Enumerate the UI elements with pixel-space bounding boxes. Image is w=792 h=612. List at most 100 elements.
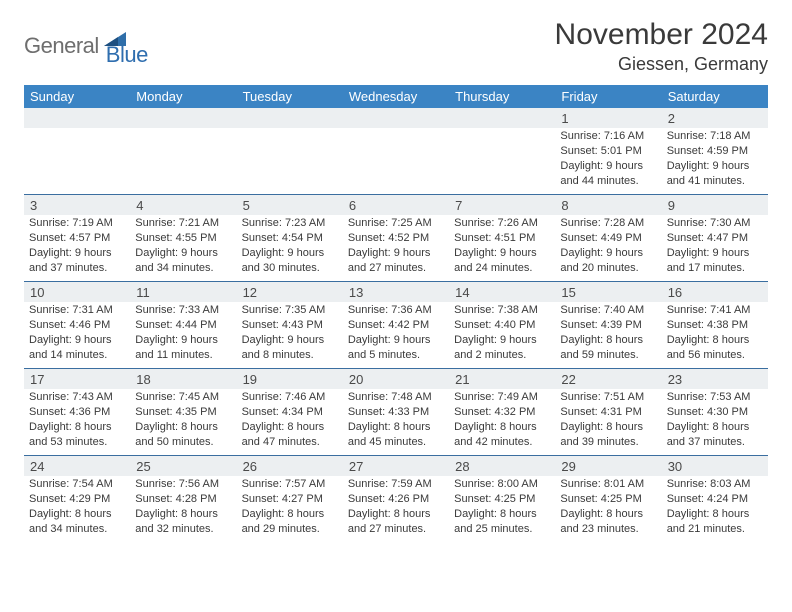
day-number: 28 (449, 456, 555, 476)
sunrise-text: Sunrise: 7:43 AM (29, 390, 125, 405)
daylight-text: Daylight: 8 hours and 47 minutes. (242, 420, 338, 450)
day-number (24, 108, 130, 128)
brand-logo: General Blue (24, 18, 148, 68)
cell-body (130, 128, 236, 133)
col-monday: Monday (130, 85, 236, 108)
calendar-cell: 11Sunrise: 7:33 AMSunset: 4:44 PMDayligh… (130, 282, 236, 368)
calendar-cell: 3Sunrise: 7:19 AMSunset: 4:57 PMDaylight… (24, 195, 130, 281)
daylight-text: Daylight: 9 hours and 20 minutes. (560, 246, 656, 276)
calendar-cell: 1Sunrise: 7:16 AMSunset: 5:01 PMDaylight… (555, 108, 661, 194)
cell-body (24, 128, 130, 133)
sunrise-text: Sunrise: 7:25 AM (348, 216, 444, 231)
day-number: 30 (662, 456, 768, 476)
day-number: 7 (449, 195, 555, 215)
calendar-cell (449, 108, 555, 194)
daylight-text: Daylight: 8 hours and 45 minutes. (348, 420, 444, 450)
sunrise-text: Sunrise: 7:18 AM (667, 129, 763, 144)
sunrise-text: Sunrise: 7:53 AM (667, 390, 763, 405)
sunset-text: Sunset: 4:25 PM (454, 492, 550, 507)
cell-body: Sunrise: 7:31 AMSunset: 4:46 PMDaylight:… (24, 302, 130, 366)
sunrise-text: Sunrise: 7:19 AM (29, 216, 125, 231)
day-number (343, 108, 449, 128)
sunset-text: Sunset: 4:43 PM (242, 318, 338, 333)
calendar-cell: 24Sunrise: 7:54 AMSunset: 4:29 PMDayligh… (24, 456, 130, 542)
daylight-text: Daylight: 8 hours and 27 minutes. (348, 507, 444, 537)
daylight-text: Daylight: 8 hours and 21 minutes. (667, 507, 763, 537)
cell-body: Sunrise: 8:01 AMSunset: 4:25 PMDaylight:… (555, 476, 661, 540)
sunrise-text: Sunrise: 7:31 AM (29, 303, 125, 318)
sunset-text: Sunset: 4:28 PM (135, 492, 231, 507)
day-number: 12 (237, 282, 343, 302)
cell-body (449, 128, 555, 133)
cell-body: Sunrise: 7:57 AMSunset: 4:27 PMDaylight:… (237, 476, 343, 540)
daylight-text: Daylight: 8 hours and 42 minutes. (454, 420, 550, 450)
sunset-text: Sunset: 4:44 PM (135, 318, 231, 333)
calendar-cell (343, 108, 449, 194)
daylight-text: Daylight: 8 hours and 32 minutes. (135, 507, 231, 537)
day-number: 29 (555, 456, 661, 476)
calendar-cell: 26Sunrise: 7:57 AMSunset: 4:27 PMDayligh… (237, 456, 343, 542)
day-number: 24 (24, 456, 130, 476)
calendar-week-row: 1Sunrise: 7:16 AMSunset: 5:01 PMDaylight… (24, 108, 768, 195)
cell-body: Sunrise: 7:33 AMSunset: 4:44 PMDaylight:… (130, 302, 236, 366)
cell-body: Sunrise: 7:25 AMSunset: 4:52 PMDaylight:… (343, 215, 449, 279)
cell-body: Sunrise: 7:26 AMSunset: 4:51 PMDaylight:… (449, 215, 555, 279)
day-number: 2 (662, 108, 768, 128)
sunset-text: Sunset: 4:33 PM (348, 405, 444, 420)
cell-body: Sunrise: 7:16 AMSunset: 5:01 PMDaylight:… (555, 128, 661, 192)
sunset-text: Sunset: 4:31 PM (560, 405, 656, 420)
daylight-text: Daylight: 8 hours and 25 minutes. (454, 507, 550, 537)
cell-body: Sunrise: 7:41 AMSunset: 4:38 PMDaylight:… (662, 302, 768, 366)
day-number: 17 (24, 369, 130, 389)
cell-body: Sunrise: 7:36 AMSunset: 4:42 PMDaylight:… (343, 302, 449, 366)
sunset-text: Sunset: 4:47 PM (667, 231, 763, 246)
title-block: November 2024 Giessen, Germany (555, 18, 768, 75)
calendar-week-row: 10Sunrise: 7:31 AMSunset: 4:46 PMDayligh… (24, 282, 768, 369)
cell-body: Sunrise: 7:19 AMSunset: 4:57 PMDaylight:… (24, 215, 130, 279)
day-number: 4 (130, 195, 236, 215)
sunset-text: Sunset: 4:54 PM (242, 231, 338, 246)
calendar-week-row: 17Sunrise: 7:43 AMSunset: 4:36 PMDayligh… (24, 369, 768, 456)
sunrise-text: Sunrise: 7:23 AM (242, 216, 338, 231)
calendar-week-row: 3Sunrise: 7:19 AMSunset: 4:57 PMDaylight… (24, 195, 768, 282)
cell-body (343, 128, 449, 133)
sunrise-text: Sunrise: 7:38 AM (454, 303, 550, 318)
month-title: November 2024 (555, 18, 768, 52)
calendar-cell: 14Sunrise: 7:38 AMSunset: 4:40 PMDayligh… (449, 282, 555, 368)
sunset-text: Sunset: 4:30 PM (667, 405, 763, 420)
sunset-text: Sunset: 4:32 PM (454, 405, 550, 420)
calendar-cell (237, 108, 343, 194)
sunrise-text: Sunrise: 7:45 AM (135, 390, 231, 405)
calendar-cell: 16Sunrise: 7:41 AMSunset: 4:38 PMDayligh… (662, 282, 768, 368)
calendar-header-row: Sunday Monday Tuesday Wednesday Thursday… (24, 85, 768, 108)
day-number: 13 (343, 282, 449, 302)
day-number: 26 (237, 456, 343, 476)
sunset-text: Sunset: 4:24 PM (667, 492, 763, 507)
sunrise-text: Sunrise: 7:49 AM (454, 390, 550, 405)
sunrise-text: Sunrise: 7:59 AM (348, 477, 444, 492)
sunrise-text: Sunrise: 7:40 AM (560, 303, 656, 318)
day-number: 19 (237, 369, 343, 389)
calendar-cell (24, 108, 130, 194)
day-number: 25 (130, 456, 236, 476)
calendar-cell: 28Sunrise: 8:00 AMSunset: 4:25 PMDayligh… (449, 456, 555, 542)
cell-body: Sunrise: 7:49 AMSunset: 4:32 PMDaylight:… (449, 389, 555, 453)
cell-body: Sunrise: 7:54 AMSunset: 4:29 PMDaylight:… (24, 476, 130, 540)
calendar-week-row: 24Sunrise: 7:54 AMSunset: 4:29 PMDayligh… (24, 456, 768, 542)
sunrise-text: Sunrise: 7:35 AM (242, 303, 338, 318)
cell-body: Sunrise: 7:45 AMSunset: 4:35 PMDaylight:… (130, 389, 236, 453)
daylight-text: Daylight: 8 hours and 56 minutes. (667, 333, 763, 363)
calendar-cell: 23Sunrise: 7:53 AMSunset: 4:30 PMDayligh… (662, 369, 768, 455)
calendar-cell: 5Sunrise: 7:23 AMSunset: 4:54 PMDaylight… (237, 195, 343, 281)
sunrise-text: Sunrise: 7:56 AM (135, 477, 231, 492)
cell-body: Sunrise: 7:53 AMSunset: 4:30 PMDaylight:… (662, 389, 768, 453)
calendar-cell: 6Sunrise: 7:25 AMSunset: 4:52 PMDaylight… (343, 195, 449, 281)
calendar-cell: 21Sunrise: 7:49 AMSunset: 4:32 PMDayligh… (449, 369, 555, 455)
calendar-cell (130, 108, 236, 194)
day-number: 23 (662, 369, 768, 389)
day-number: 18 (130, 369, 236, 389)
cell-body: Sunrise: 7:48 AMSunset: 4:33 PMDaylight:… (343, 389, 449, 453)
daylight-text: Daylight: 9 hours and 24 minutes. (454, 246, 550, 276)
sunrise-text: Sunrise: 8:01 AM (560, 477, 656, 492)
cell-body: Sunrise: 7:35 AMSunset: 4:43 PMDaylight:… (237, 302, 343, 366)
